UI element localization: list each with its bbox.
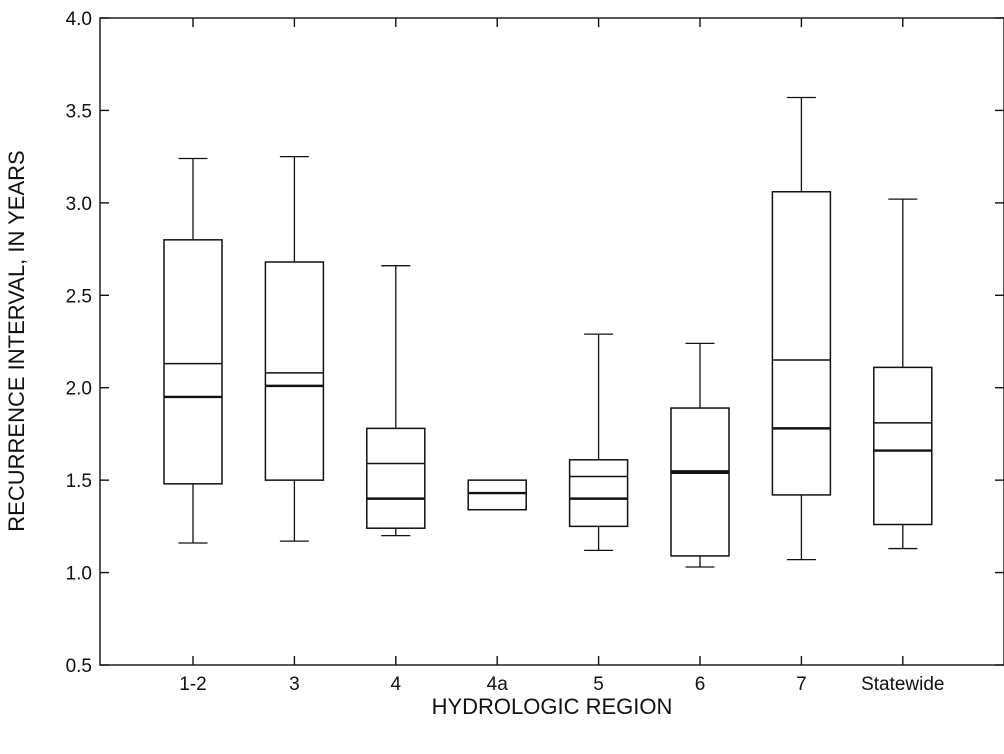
iqr-box [467, 479, 527, 511]
box-Statewide [873, 198, 933, 550]
x-tick-label: 1-2 [179, 674, 206, 695]
y-tick-label: 1.5 [66, 471, 92, 492]
x-tick-label: 4a [487, 674, 509, 695]
x-axis: 1-2 3 4 4a 5 6 7 Statewide [179, 18, 945, 695]
iqr-box [366, 427, 426, 529]
iqr-box [771, 191, 832, 496]
iqr-box [163, 239, 223, 485]
plot-frame [99, 17, 1004, 666]
x-tick-label: 5 [593, 674, 604, 695]
iqr-box [670, 407, 730, 557]
y-tick-label: 0.5 [66, 656, 92, 677]
y-tick-label: 4.0 [66, 9, 92, 30]
iqr-box [264, 261, 325, 481]
y-tick-label: 3.5 [66, 101, 92, 122]
box-5 [568, 333, 629, 552]
box-1-2 [163, 157, 223, 544]
y-axis-title: RECURRENCE INTERVAL, IN YEARS [4, 150, 29, 531]
box-6 [670, 342, 730, 568]
box-4a [467, 479, 527, 511]
iqr-box [568, 459, 629, 528]
x-tick-label: 3 [289, 674, 300, 695]
y-tick-label: 2.5 [66, 286, 92, 307]
x-tick-label: 4 [391, 674, 402, 695]
iqr-box [873, 366, 933, 526]
x-tick-label: 6 [695, 674, 706, 695]
box-7 [771, 96, 832, 561]
y-tick-label: 3.0 [66, 194, 92, 215]
y-tick-label: 1.0 [66, 564, 92, 585]
y-axis: 0.5 1.0 1.5 2.0 2.5 3.0 3.5 4.0 [66, 9, 1004, 677]
box-4 [366, 265, 426, 537]
x-tick-label: 7 [796, 674, 807, 695]
x-axis-title: HYDROLOGIC REGION [432, 694, 673, 719]
y-tick-label: 2.0 [66, 379, 92, 400]
box-3 [264, 155, 325, 542]
x-tick-label: Statewide [861, 674, 944, 695]
box-series [163, 96, 933, 568]
